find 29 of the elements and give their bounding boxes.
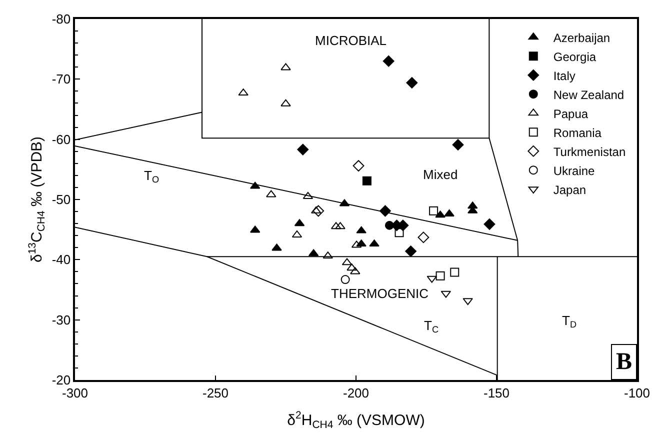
y-tick-label: -40 [52, 252, 71, 268]
y-tick-label: -50 [52, 192, 71, 208]
legend-label: Azerbaijan [553, 30, 610, 45]
y-tick-label: -70 [52, 72, 71, 87]
y-tick-label: -20 [52, 372, 71, 388]
x-tick-label: -300 [62, 385, 88, 400]
annotation: T$_{C}$ [424, 318, 439, 335]
y-tick-label: -30 [52, 312, 71, 328]
y-tick-label: -80 [52, 12, 71, 27]
annotation: T$_{O}$ [144, 168, 160, 185]
legend-label: Papua [553, 106, 588, 121]
legend-label: Ukraine [553, 164, 596, 178]
annotation: B [616, 349, 632, 375]
annotation: Mixed [423, 167, 458, 182]
legend-label: Japan [553, 182, 586, 197]
legend-label: Georgia [553, 50, 596, 64]
x-tick-label: -200 [342, 385, 370, 400]
y-tick-label: -60 [52, 132, 71, 147]
x-axis-title: δ$^{2}$H$_{CH4}$ ‰ (VSMOW) [287, 410, 425, 431]
legend-label: New Zealand [553, 88, 624, 102]
annotation: THERMOGENIC [331, 286, 428, 301]
legend-label: Italy [553, 68, 576, 83]
x-tick-label: -250 [202, 385, 229, 400]
legend-label: Romania [553, 126, 602, 140]
x-tick-label: -150 [483, 385, 510, 400]
annotation: MICROBIAL [315, 33, 387, 48]
legend-label: Turkmenistan [553, 144, 626, 159]
x-tick-label: -100 [624, 385, 650, 400]
annotation: T$_{D}$ [562, 313, 577, 330]
